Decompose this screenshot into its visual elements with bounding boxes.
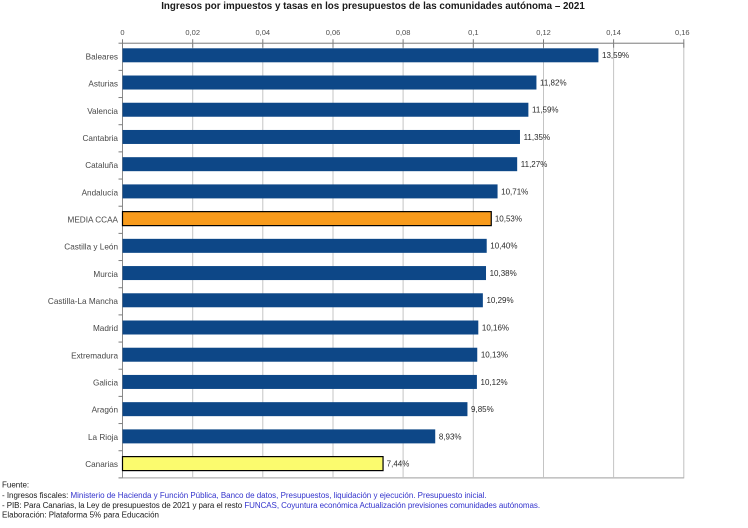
svg-text:Valencia: Valencia [87,107,118,116]
svg-text:Cataluña: Cataluña [85,161,118,170]
svg-text:8,93%: 8,93% [439,432,462,441]
svg-text:La Rioja: La Rioja [88,433,118,442]
svg-text:Fuente:: Fuente: [2,481,29,490]
svg-text:0,04: 0,04 [255,28,270,37]
svg-text:Elaboración: Plataforma 5% par: Elaboración: Plataforma 5% para Educació… [2,510,159,519]
svg-text:10,40%: 10,40% [490,242,517,251]
svg-text:Castilla y León: Castilla y León [64,243,118,252]
svg-text:Galicia: Galicia [93,379,118,388]
svg-text:11,59%: 11,59% [532,106,559,115]
svg-text:Baleares: Baleares [86,52,118,61]
svg-text:10,53%: 10,53% [495,215,522,224]
svg-text:Ingresos por impuestos y tasas: Ingresos por impuestos y tasas en los pr… [161,1,585,12]
svg-text:Canarias: Canarias [85,460,118,469]
svg-text:0,06: 0,06 [326,28,341,37]
svg-text:MEDIA CCAA: MEDIA CCAA [68,216,119,225]
svg-text:0,12: 0,12 [536,28,551,37]
svg-text:10,13%: 10,13% [481,351,508,360]
svg-text:Asturias: Asturias [88,80,118,89]
svg-text:11,27%: 11,27% [521,160,548,169]
svg-text:0: 0 [120,28,124,37]
svg-text:Castilla-La Mancha: Castilla-La Mancha [48,297,119,306]
svg-text:10,16%: 10,16% [482,323,509,332]
svg-text:0,02: 0,02 [185,28,200,37]
svg-text:0,1: 0,1 [468,28,478,37]
svg-text:10,38%: 10,38% [490,269,517,278]
svg-text:- PIB: Para Canarias, la Ley d: - PIB: Para Canarias, la Ley de presupue… [2,501,540,510]
svg-text:Andalucía: Andalucía [82,188,119,197]
svg-text:Aragón: Aragón [92,406,119,415]
svg-text:11,35%: 11,35% [524,133,551,142]
svg-text:Murcia: Murcia [93,270,118,279]
svg-text:Madrid: Madrid [93,324,118,333]
svg-text:11,82%: 11,82% [540,78,567,87]
svg-text:0,16: 0,16 [675,28,690,37]
svg-text:9,85%: 9,85% [471,405,494,414]
svg-text:0,08: 0,08 [396,28,411,37]
svg-text:Cantabria: Cantabria [82,134,118,143]
svg-text:- Ingresos fiscales: Ministeri: - Ingresos fiscales: Ministerio de Hacie… [2,491,487,500]
svg-text:7,44%: 7,44% [387,460,410,469]
svg-text:13,59%: 13,59% [602,51,629,60]
svg-text:0,14: 0,14 [606,28,621,37]
svg-text:10,12%: 10,12% [481,378,508,387]
svg-text:10,71%: 10,71% [501,187,528,196]
svg-text:10,29%: 10,29% [486,296,513,305]
svg-text:Extremadura: Extremadura [71,351,118,360]
